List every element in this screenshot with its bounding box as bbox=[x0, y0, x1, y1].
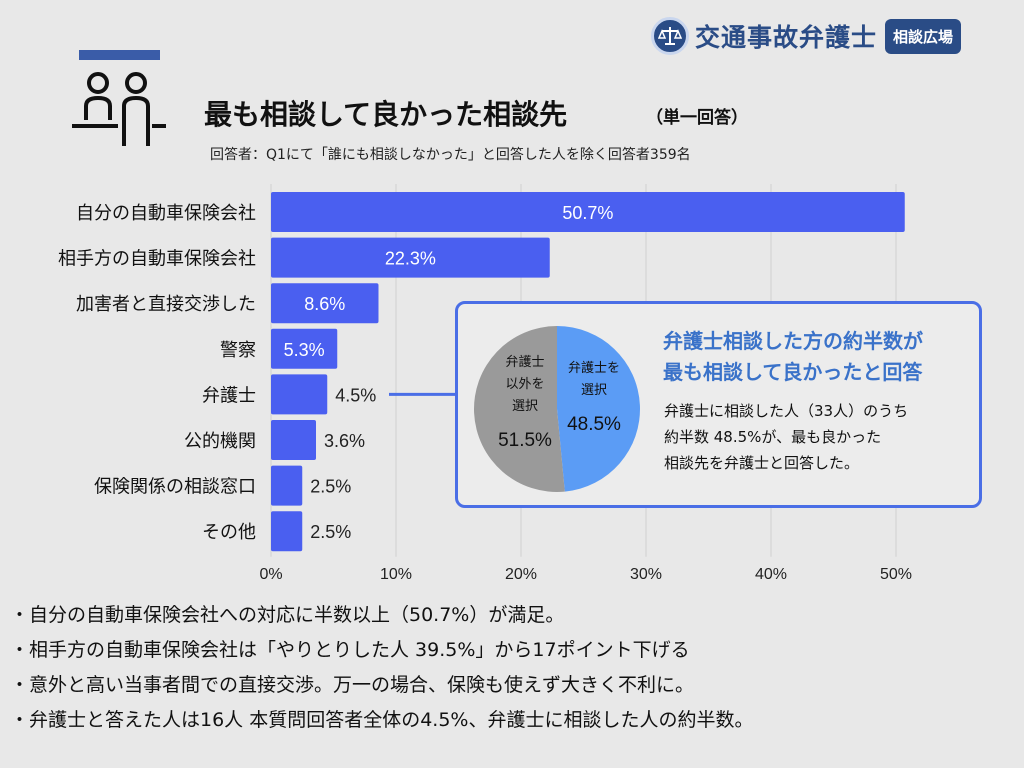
pie-slice-label: 以外を bbox=[505, 377, 544, 392]
category-label: 自分の自動車保険会社 bbox=[76, 203, 256, 224]
summary-bullet: ・弁護士と答えた人は16人 本質問回答者全体の4.5%、弁護士に相談した人の約半… bbox=[10, 709, 754, 731]
summary-bullet: ・相手方の自動車保険会社は「やりとりした人 39.5%」から17ポイント下げる bbox=[10, 639, 690, 661]
category-label: 保険関係の相談窓口 bbox=[94, 477, 256, 498]
bar-chart: 0% 10% 20% 30% 40% 50% 自分の自動車保険会社 50.7% 相手方の自動車保… bbox=[58, 184, 912, 583]
pie-slice bbox=[557, 326, 640, 492]
bar-value-label: 22.3% bbox=[385, 249, 436, 269]
category-label: 相手方の自動車保険会社 bbox=[58, 249, 256, 270]
category-label: 弁護士 bbox=[202, 385, 256, 406]
bar-value-label: 4.5% bbox=[335, 385, 376, 405]
people-consultation-icon bbox=[72, 72, 166, 146]
category-label: 警察 bbox=[220, 340, 256, 361]
summary-bullet: ・自分の自動車保険会社への対応に半数以上（50.7%）が満足。 bbox=[10, 604, 565, 626]
callout-body-line: 約半数 48.5%が、最も良かった bbox=[664, 428, 882, 446]
bar bbox=[271, 420, 316, 460]
bar-value-label: 8.6% bbox=[304, 294, 345, 314]
bar bbox=[271, 237, 550, 278]
page-title-suffix: （単一回答） bbox=[646, 108, 748, 128]
x-tick-label: 10% bbox=[380, 566, 412, 583]
summary-bullet: ・意外と高い当事者間での直接交渉。万一の場合、保険も使えず大きく不利に。 bbox=[10, 674, 695, 696]
category-label: 加害者と直接交渉した bbox=[76, 294, 256, 315]
scales-of-justice-icon bbox=[651, 17, 689, 55]
bar bbox=[271, 283, 379, 324]
pie-slice-label: 弁護士を bbox=[568, 360, 620, 376]
brand-logo: 交通事故弁護士 相談広場 bbox=[651, 14, 962, 58]
pie-slice-label: 選択 bbox=[581, 383, 607, 398]
summary-bullets: ・自分の自動車保険会社への対応に半数以上（50.7%）が満足。 ・相手方の自動車… bbox=[10, 598, 754, 738]
bar bbox=[271, 192, 905, 232]
bar bbox=[271, 511, 303, 552]
pie-slice bbox=[473, 326, 565, 492]
callout-body-line: 弁護士に相談した人（33人）のうち bbox=[664, 402, 909, 420]
bar-value-label: 50.7% bbox=[562, 203, 613, 223]
callout-body-line: 相談先を弁護士と回答した。 bbox=[664, 454, 860, 472]
bar-value-label: 3.6% bbox=[324, 431, 365, 451]
brand-badge: 相談広場 bbox=[885, 18, 962, 54]
category-label: 公的機関 bbox=[184, 431, 256, 452]
x-tick-label: 30% bbox=[630, 566, 662, 583]
bar bbox=[271, 328, 338, 369]
page-title: 最も相談して良かった相談先 bbox=[204, 98, 568, 131]
callout-headline-line: 弁護士相談した方の約半数が bbox=[663, 329, 923, 353]
pie-slice-label: 選択 bbox=[512, 399, 538, 414]
brand-name: 交通事故弁護士 bbox=[695, 23, 878, 52]
lawyer-callout-box: 弁護士を 選択 48.5% 弁護士 以外を 選択 51.5% 弁護士相談した方の約半数が 最… bbox=[455, 301, 982, 508]
x-tick-label: 0% bbox=[259, 566, 282, 583]
pie-value-label: 48.5% bbox=[567, 414, 621, 435]
callout-headline: 弁護士相談した方の約半数が 最も相談して良かったと回答 bbox=[663, 326, 983, 388]
x-tick-label: 20% bbox=[505, 566, 537, 583]
bar bbox=[271, 374, 328, 415]
x-tick-label: 40% bbox=[755, 566, 787, 583]
callout-body: 弁護士に相談した人（33人）のうち 約半数 48.5%が、最も良かった 相談先を… bbox=[664, 398, 964, 476]
pie-value-label: 51.5% bbox=[498, 430, 552, 451]
bar-value-label: 2.5% bbox=[310, 522, 351, 542]
bar-value-label: 5.3% bbox=[284, 340, 325, 360]
respondent-note: 回答者：Q1にて「誰にも相談しなかった」と回答した人を除く回答者359名 bbox=[210, 147, 691, 163]
callout-headline-line: 最も相談して良かったと回答 bbox=[663, 360, 923, 384]
category-label: その他 bbox=[202, 522, 256, 543]
title-accent-bar bbox=[79, 50, 160, 60]
x-tick-label: 50% bbox=[880, 566, 912, 583]
bar-value-label: 2.5% bbox=[310, 477, 351, 497]
bar bbox=[271, 465, 303, 506]
pie-slice-label: 弁護士 bbox=[505, 354, 544, 370]
